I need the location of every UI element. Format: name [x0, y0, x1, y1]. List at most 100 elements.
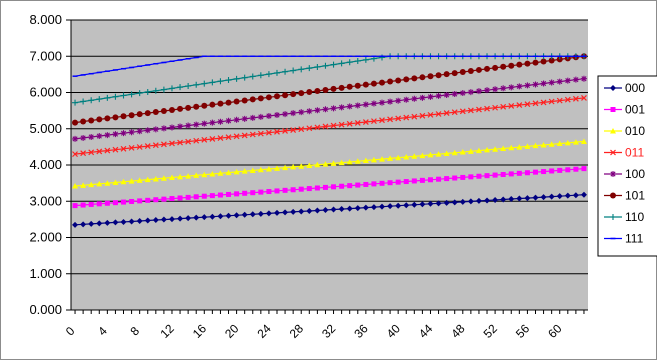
data-point [209, 136, 216, 142]
data-point [112, 219, 119, 226]
data-point [265, 94, 272, 101]
data-point [572, 95, 579, 102]
data-point [257, 72, 264, 79]
legend: 000 001 010 011 100 101 110 111 [597, 75, 657, 257]
data-point [362, 56, 369, 63]
data-point [467, 198, 474, 205]
data-point [160, 141, 167, 148]
y-tick-label: 7.000 [29, 48, 62, 63]
data-point [104, 147, 111, 154]
data-point [136, 177, 143, 183]
data-point [225, 117, 232, 124]
data-point [330, 61, 337, 68]
legend-item: 010 [604, 124, 645, 138]
data-point [451, 199, 458, 206]
x-tick-label: 28 [287, 321, 307, 341]
data-point [362, 101, 369, 108]
data-point [516, 61, 523, 68]
data-point [193, 137, 200, 144]
data-point [201, 193, 207, 199]
data-point [120, 178, 127, 185]
data-point [484, 197, 491, 204]
data-point [379, 203, 386, 210]
legend-item: 001 [604, 103, 645, 117]
data-point [72, 151, 78, 158]
x-tick-label: 52 [481, 321, 501, 341]
data-point [177, 173, 184, 180]
data-point [330, 122, 337, 129]
data-point [427, 177, 433, 183]
data-point [233, 75, 240, 82]
series-line [74, 55, 584, 77]
data-point [225, 212, 232, 219]
data-point [314, 124, 321, 131]
data-point [548, 57, 555, 64]
data-point [411, 75, 418, 82]
data-point [96, 116, 103, 123]
data-point [314, 63, 321, 70]
data-point [379, 180, 385, 186]
data-point [540, 141, 547, 148]
data-point [258, 189, 264, 195]
data-point [500, 196, 507, 203]
data-point [80, 150, 87, 157]
data-point [610, 214, 616, 220]
data-point [435, 111, 442, 117]
x-tick-label: 40 [384, 321, 404, 341]
series-line [74, 97, 585, 155]
data-point [427, 73, 434, 80]
data-point [168, 106, 175, 113]
data-point [234, 191, 240, 197]
data-point [370, 80, 377, 87]
data-point [209, 101, 216, 108]
data-point [209, 170, 216, 177]
data-point [185, 122, 192, 129]
data-point [508, 103, 515, 109]
data-point [467, 107, 474, 114]
data-point [290, 67, 297, 74]
data-point [475, 88, 482, 95]
data-point [185, 138, 192, 145]
data-point [193, 194, 199, 200]
x-tick-label: 12 [157, 321, 177, 341]
data-point [548, 141, 555, 147]
data-point [532, 100, 539, 107]
data-point [436, 176, 442, 182]
data-point [168, 85, 175, 92]
data-point [322, 207, 329, 214]
data-point [201, 171, 208, 178]
data-point [500, 63, 507, 70]
data-point [290, 91, 297, 98]
data-point [476, 106, 482, 113]
data-point [500, 103, 507, 110]
data-point [274, 128, 280, 135]
data-point [104, 219, 111, 226]
data-point [362, 119, 369, 125]
data-point [249, 73, 256, 80]
data-point [120, 92, 127, 99]
data-point [152, 217, 159, 224]
data-point [580, 191, 587, 198]
data-point [532, 142, 539, 149]
data-point [241, 74, 248, 81]
data-point [354, 205, 361, 212]
data-point [120, 218, 127, 225]
data-point [557, 167, 563, 173]
data-point [354, 102, 361, 109]
data-point [233, 98, 240, 105]
series-100 [72, 75, 587, 142]
data-point [346, 59, 353, 66]
data-point [160, 216, 167, 223]
data-point [492, 146, 499, 152]
data-point [314, 185, 320, 191]
data-point [241, 168, 248, 174]
data-point [363, 181, 369, 187]
data-point [435, 151, 442, 157]
data-point [282, 128, 288, 134]
data-point [610, 149, 616, 156]
data-point [338, 159, 345, 166]
data-point [443, 91, 450, 98]
data-point [209, 193, 215, 199]
data-point [346, 205, 353, 212]
data-point [419, 74, 426, 81]
